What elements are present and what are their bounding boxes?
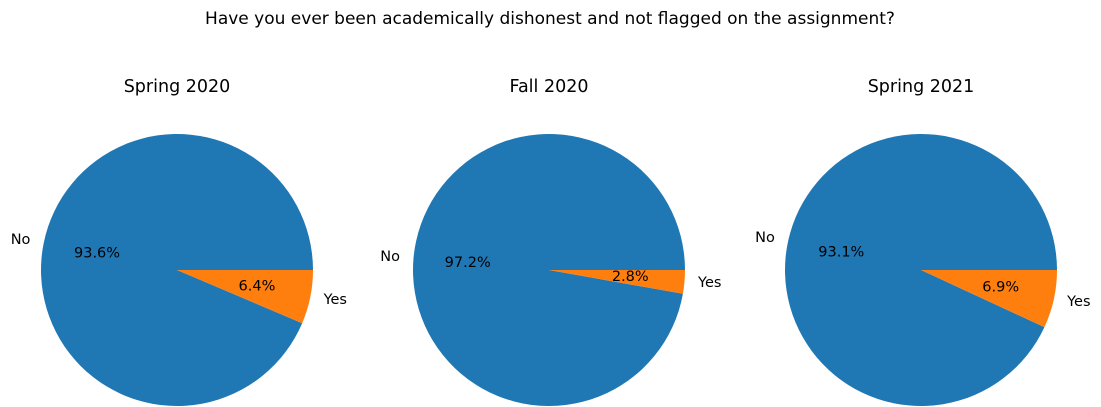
pie-slice-yes-spring-2020	[177, 270, 313, 324]
slice-label-yes-spring-2020: Yes	[323, 292, 347, 308]
percent-label-no-spring-2021: 93.1%	[818, 244, 864, 260]
slice-label-no-spring-2020: No	[11, 232, 31, 248]
pie-slice-yes-spring-2021	[921, 270, 1057, 328]
percent-label-yes-spring-2021: 6.9%	[982, 280, 1019, 296]
pie-slice-no-spring-2020	[40, 134, 314, 407]
pie-chart-spring-2020: Spring 2020 No 93.6% Yes 6.4%	[11, 77, 347, 407]
pie-slice-no-fall-2020	[413, 134, 685, 407]
pie-title-fall-2020: Fall 2020	[509, 77, 588, 97]
slice-label-no-spring-2021: No	[755, 230, 775, 246]
percent-label-yes-fall-2020: 2.8%	[612, 269, 649, 285]
percent-label-no-spring-2020: 93.6%	[74, 246, 120, 262]
pie-chart-fall-2020: Fall 2020 No 97.2% Yes 2.8%	[380, 77, 721, 407]
pie-chart-spring-2021: Spring 2021 No 93.1% Yes 6.9%	[755, 77, 1091, 407]
pie-title-spring-2020: Spring 2020	[124, 77, 231, 97]
figure-title: Have you ever been academically dishones…	[205, 9, 895, 29]
slice-label-yes-spring-2021: Yes	[1066, 294, 1090, 310]
pie-slice-yes-fall-2020	[549, 270, 685, 294]
pie-slice-no-spring-2021	[785, 134, 1057, 407]
pie-title-spring-2021: Spring 2021	[868, 77, 975, 97]
slice-label-no-fall-2020: No	[380, 249, 400, 265]
percent-label-yes-spring-2020: 6.4%	[239, 278, 276, 294]
slice-label-yes-fall-2020: Yes	[697, 275, 721, 291]
pie-charts-group: Spring 2020 No 93.6% Yes 6.4% Fall 2020 No 97.2…	[11, 77, 1091, 407]
percent-label-no-fall-2020: 97.2%	[445, 255, 491, 271]
